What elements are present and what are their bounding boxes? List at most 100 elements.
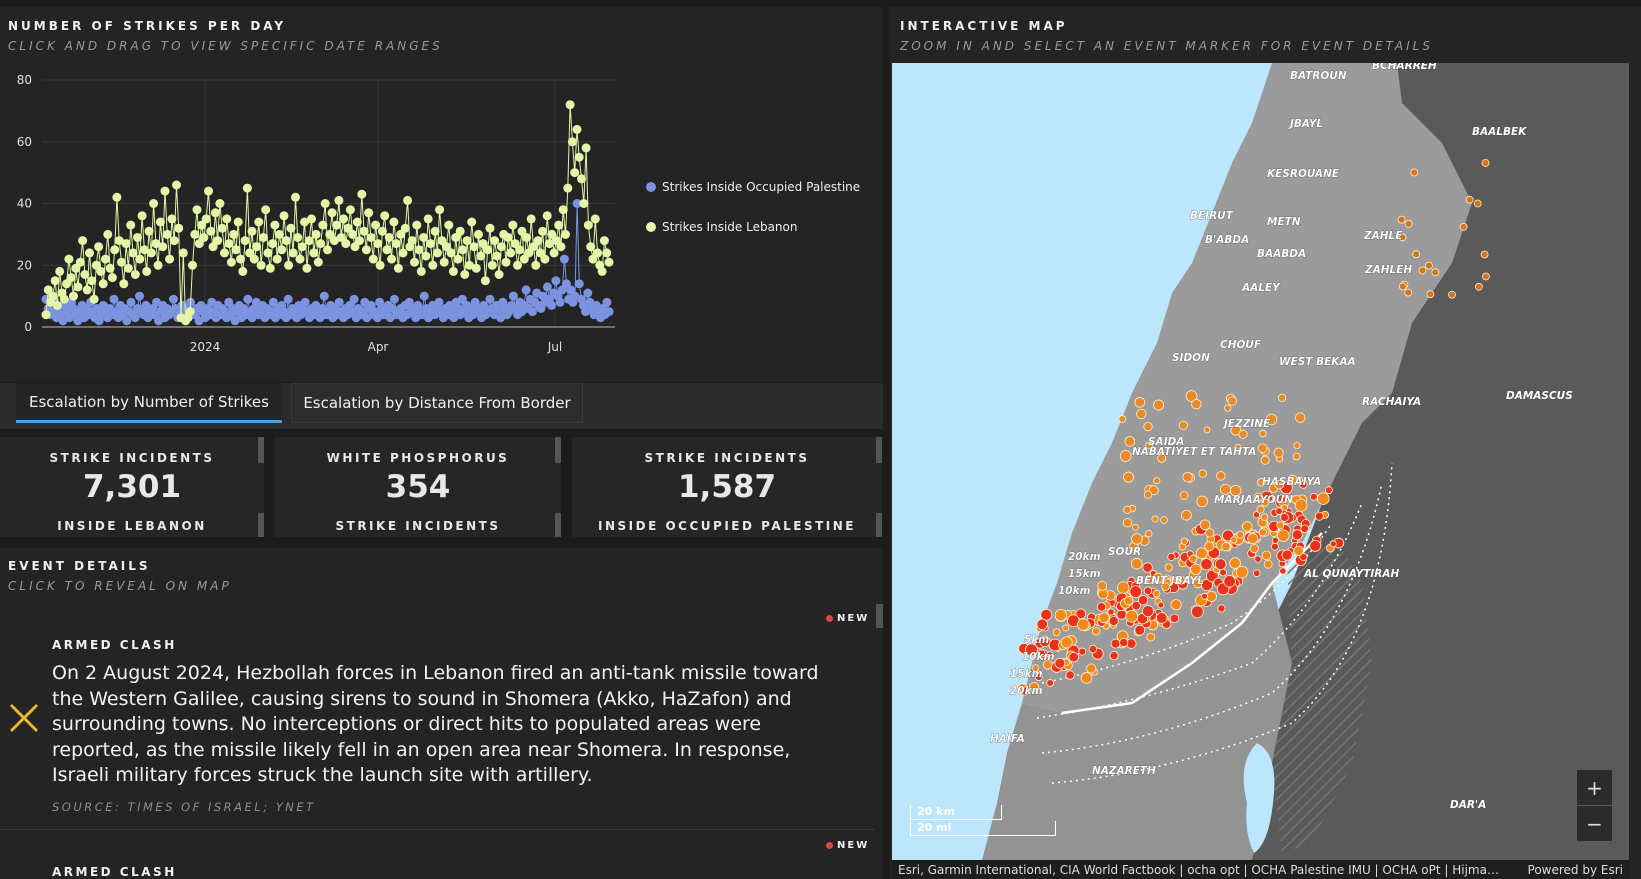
strike-marker[interactable] [1273, 447, 1284, 458]
strike-marker[interactable] [1398, 282, 1407, 291]
strike-marker[interactable] [1123, 471, 1134, 483]
strike-marker[interactable] [1256, 505, 1265, 514]
strike-marker[interactable] [1482, 272, 1490, 281]
strike-marker[interactable] [1119, 450, 1132, 462]
strike-marker[interactable] [1144, 490, 1153, 499]
strike-marker[interactable] [1200, 558, 1213, 571]
strike-marker[interactable] [1109, 651, 1119, 661]
zoom-in-button[interactable]: + [1577, 770, 1612, 805]
strike-marker[interactable] [1230, 536, 1238, 544]
strike-marker[interactable] [1217, 604, 1226, 613]
strike-marker[interactable] [1278, 393, 1287, 402]
strike-marker[interactable] [1046, 651, 1054, 659]
strike-marker[interactable] [1257, 478, 1266, 487]
strike-marker[interactable] [1131, 523, 1139, 531]
strike-marker[interactable] [1152, 589, 1161, 598]
strike-marker[interactable] [1068, 651, 1079, 663]
strike-marker[interactable] [1257, 443, 1268, 454]
scrollbar-thumb[interactable] [258, 513, 264, 537]
strike-marker[interactable] [1065, 670, 1075, 680]
event-scrollbar-thumb[interactable] [876, 604, 883, 628]
strike-marker[interactable] [1182, 472, 1193, 483]
strike-marker[interactable] [1191, 605, 1204, 619]
strike-marker[interactable] [1201, 592, 1208, 600]
strike-marker[interactable] [1146, 632, 1156, 642]
strike-marker[interactable] [1169, 613, 1180, 624]
strike-marker[interactable] [1136, 408, 1147, 420]
legend-item-palestine[interactable]: Strikes Inside Occupied Palestine [646, 180, 860, 194]
strike-marker[interactable] [1189, 554, 1198, 563]
strike-marker[interactable] [1178, 420, 1188, 430]
scrollbar-thumb[interactable] [555, 437, 561, 463]
strike-marker[interactable] [1130, 557, 1143, 570]
strike-marker[interactable] [1180, 537, 1188, 545]
strike-marker[interactable] [1200, 578, 1214, 592]
strike-marker[interactable] [1118, 415, 1127, 423]
strike-marker[interactable] [1265, 413, 1278, 426]
strike-marker[interactable] [1219, 568, 1227, 577]
strike-marker[interactable] [1020, 686, 1030, 696]
strike-marker[interactable] [1205, 528, 1215, 538]
strike-marker[interactable] [1275, 507, 1283, 515]
strike-marker[interactable] [1274, 479, 1285, 490]
scrollbar-thumb[interactable] [555, 513, 561, 537]
strike-marker[interactable] [1190, 563, 1202, 576]
strike-marker[interactable] [1277, 494, 1287, 504]
strike-marker[interactable] [1164, 563, 1173, 572]
strike-marker[interactable] [1077, 618, 1090, 631]
strike-marker[interactable] [1185, 390, 1198, 402]
strike-marker[interactable] [1404, 219, 1413, 228]
strike-marker[interactable] [1129, 585, 1142, 598]
strike-marker[interactable] [1249, 544, 1259, 554]
strike-marker[interactable] [1167, 552, 1176, 561]
strike-marker[interactable] [1292, 452, 1301, 461]
strike-marker[interactable] [1277, 529, 1290, 542]
strike-marker[interactable] [1046, 679, 1054, 687]
strike-marker[interactable] [1097, 580, 1108, 591]
strike-marker[interactable] [1146, 575, 1155, 584]
strike-marker[interactable] [1078, 647, 1087, 656]
strike-marker[interactable] [1098, 612, 1110, 624]
strikes-line-chart[interactable]: 0 20 40 60 80 2024 Apr Jul [0, 66, 640, 376]
strike-marker[interactable] [1481, 159, 1490, 167]
strike-marker[interactable] [1258, 528, 1267, 537]
strike-marker[interactable] [1295, 412, 1306, 423]
strike-marker[interactable] [1279, 567, 1287, 575]
strike-marker[interactable] [1145, 441, 1153, 450]
strike-marker[interactable] [1170, 599, 1182, 611]
strike-marker[interactable] [1219, 483, 1232, 495]
strike-marker[interactable] [1260, 455, 1270, 465]
strike-marker[interactable] [1261, 550, 1272, 561]
strike-marker[interactable] [1080, 672, 1093, 684]
event-card[interactable]: NEW ARMED CLASH On 2 August 2024, Hezbol… [0, 604, 874, 829]
strike-marker[interactable] [1314, 511, 1324, 521]
strike-marker[interactable] [1253, 492, 1264, 503]
strike-marker[interactable] [1280, 512, 1290, 522]
strike-marker[interactable] [1431, 268, 1440, 277]
strike-marker[interactable] [1181, 509, 1192, 521]
strike-marker[interactable] [1088, 644, 1098, 654]
tab-escalation-distance[interactable]: Escalation by Distance From Border [291, 383, 583, 423]
strike-marker[interactable] [1086, 663, 1097, 674]
strike-marker[interactable] [1229, 557, 1241, 569]
strike-marker[interactable] [1480, 250, 1489, 259]
strike-marker[interactable] [1122, 517, 1133, 528]
strike-marker[interactable] [1252, 569, 1261, 578]
strike-marker[interactable] [1034, 673, 1043, 681]
strike-marker[interactable] [1157, 453, 1167, 463]
strike-marker[interactable] [1029, 681, 1040, 693]
strike-marker[interactable] [1293, 545, 1304, 556]
strike-marker[interactable] [1131, 533, 1143, 545]
strike-marker[interactable] [1157, 601, 1165, 609]
strike-marker[interactable] [1107, 608, 1115, 616]
strike-marker[interactable] [1223, 575, 1236, 588]
scrollbar-thumb[interactable] [258, 437, 264, 463]
strike-marker[interactable] [1410, 168, 1419, 177]
strike-marker[interactable] [1145, 529, 1153, 538]
strike-marker[interactable] [1191, 399, 1202, 410]
strike-marker[interactable] [1276, 521, 1285, 530]
strike-marker[interactable] [1124, 436, 1136, 447]
strike-marker[interactable] [1117, 581, 1130, 594]
strike-marker[interactable] [1263, 559, 1273, 569]
strike-marker[interactable] [1075, 608, 1087, 620]
